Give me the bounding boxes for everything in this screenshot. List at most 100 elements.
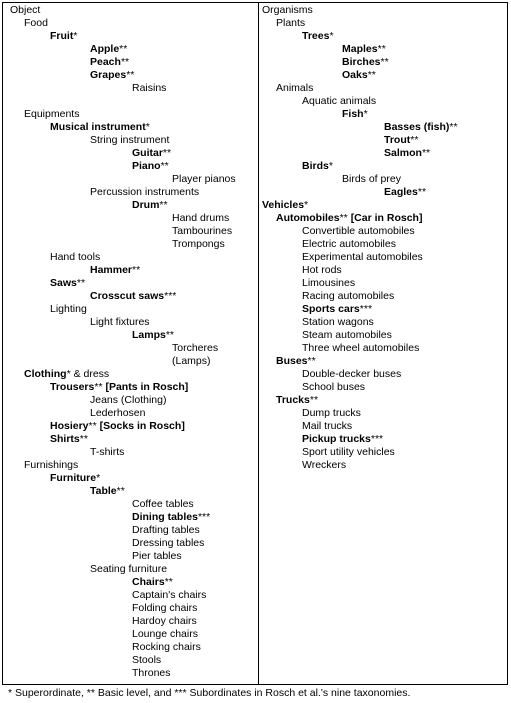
taxonomy-entry: Musical instrument*	[10, 121, 236, 134]
taxonomy-entry: Racing automobiles	[262, 290, 458, 303]
entry-marker: Wreckers	[302, 459, 347, 471]
entry-term: Vehicles	[262, 199, 305, 211]
entry-term: Grapes	[90, 69, 127, 81]
entry-term: Guitar	[132, 147, 163, 159]
taxonomy-entry: Thrones	[10, 667, 236, 680]
entry-marker: Plants	[276, 17, 306, 29]
taxonomy-entry: Birds*	[262, 160, 458, 173]
taxonomy-entry: Clothing* & dress	[10, 368, 236, 381]
entry-term: Pickup trucks	[302, 433, 371, 445]
entry-marker: Dump trucks	[302, 407, 361, 419]
taxonomy-entry: Vehicles*	[262, 199, 458, 212]
taxonomy-entry: Fish*	[262, 108, 458, 121]
entry-marker: Steam automobiles	[302, 329, 392, 341]
entry-marker: **	[116, 485, 125, 497]
taxonomy-entry: Experimental automobiles	[262, 251, 458, 264]
taxonomy-entry: Hammer**	[10, 264, 236, 277]
taxonomy-entry: Hot rods	[262, 264, 458, 277]
taxonomy-entry: Raisins	[10, 82, 236, 95]
entry-marker: **	[307, 355, 316, 367]
taxonomy-entry: Piano**	[10, 160, 236, 173]
entry-term: Saws	[50, 277, 77, 289]
taxonomy-entry: Animals	[262, 82, 458, 95]
entry-marker: **	[417, 186, 427, 198]
right-taxonomy-column: Organisms Plants Trees* Maples** Birches** Oa…	[262, 4, 458, 472]
taxonomy-entry: Table**	[10, 485, 236, 498]
entry-marker: Food	[24, 17, 48, 29]
taxonomy-entry: Percussion instruments	[10, 186, 236, 199]
entry-marker: Seating furniture	[90, 563, 168, 575]
taxonomy-entry: Sport utility vehicles	[262, 446, 458, 459]
entry-marker: **	[79, 433, 88, 445]
entry-term: Sports cars	[302, 303, 360, 315]
taxonomy-entry: Tambourines	[10, 225, 236, 238]
taxonomy-entry: Basses (fish)**	[262, 121, 458, 134]
entry-marker: Stools	[132, 654, 162, 666]
taxonomy-entry: Salmon**	[262, 147, 458, 160]
taxonomy-entry: Dining tables***	[10, 511, 236, 524]
entry-marker: **	[159, 199, 168, 211]
taxonomy-entry: Player pianos	[10, 173, 236, 186]
taxonomy-entry: Seating furniture	[10, 563, 236, 576]
entry-marker: Hot rods	[302, 264, 342, 276]
entry-marker: **	[449, 121, 458, 133]
entry-marker: **	[165, 329, 175, 341]
taxonomy-entry: Light fixtures	[10, 316, 236, 329]
entry-term: Lamps	[132, 329, 166, 341]
entry-marker: Percussion instruments	[90, 186, 200, 198]
entry-marker: *	[304, 199, 309, 211]
taxonomy-entry: Sports cars***	[262, 303, 458, 316]
taxonomy-entry: Birches**	[262, 56, 458, 69]
entry-marker: Folding chairs	[132, 602, 198, 614]
entry-marker: School buses	[302, 381, 366, 393]
taxonomy-entry: School buses	[262, 381, 458, 394]
entry-marker: Sport utility vehicles	[302, 446, 395, 458]
taxonomy-entry: Limousines	[262, 277, 458, 290]
entry-marker: **	[339, 212, 351, 224]
taxonomy-entry: Peach**	[10, 56, 236, 69]
entry-marker: Racing automobiles	[302, 290, 395, 302]
taxonomy-entry: Drafting tables	[10, 524, 236, 537]
taxonomy-entry: Saws**	[10, 277, 236, 290]
entry-term: Crosscut saws	[90, 290, 165, 302]
entry-term: Buses	[276, 355, 308, 367]
entry-marker: Lighting	[50, 303, 87, 315]
taxonomy-entry: Oaks**	[262, 69, 458, 82]
entry-term: Birds	[302, 160, 329, 172]
taxonomy-entry: Jeans (Clothing)	[10, 394, 236, 407]
entry-marker: **	[380, 56, 389, 68]
entry-marker: Organisms	[262, 4, 313, 16]
entry-term: Hosiery	[50, 420, 89, 432]
taxonomy-entry: Pier tables	[10, 550, 236, 563]
taxonomy-entry: Automobiles** [Car in Rosch]	[262, 212, 458, 225]
taxonomy-entry: Aquatic animals	[262, 95, 458, 108]
entry-term: [Pants in Rosch]	[105, 381, 189, 393]
taxonomy-entry: Apple**	[10, 43, 236, 56]
entry-marker: Three wheel automobiles	[302, 342, 420, 354]
entry-marker: String instrument	[90, 134, 170, 146]
entry-marker: Thrones	[132, 667, 171, 679]
taxonomy-entry: Hand drums	[10, 212, 236, 225]
entry-term: Fruit	[50, 30, 74, 42]
entry-marker: Equipments	[24, 108, 80, 120]
entry-term: Trousers	[50, 381, 95, 393]
entry-term: Birches	[342, 56, 381, 68]
entry-marker: **	[76, 277, 86, 289]
entry-marker: T-shirts	[90, 446, 125, 458]
taxonomy-entry: Hand tools	[10, 251, 236, 264]
entry-marker: *	[96, 472, 101, 484]
entry-marker: Furnishings	[24, 459, 79, 471]
entry-marker: **	[162, 147, 172, 159]
entry-term: Salmon	[384, 147, 422, 159]
entry-marker: Birds of prey	[342, 173, 401, 185]
entry-marker: Double-decker buses	[302, 368, 402, 380]
taxonomy-table-frame	[2, 2, 508, 685]
entry-marker: Dressing tables	[132, 537, 205, 549]
taxonomy-entry: Plants	[262, 17, 458, 30]
entry-term: Furniture	[50, 472, 97, 484]
taxonomy-entry: Chairs**	[10, 576, 236, 589]
taxonomy-entry: Furnishings	[10, 459, 236, 472]
entry-term: Dining tables	[132, 511, 198, 523]
entry-term: Chairs	[132, 576, 165, 588]
entry-term: Oaks	[342, 69, 368, 81]
